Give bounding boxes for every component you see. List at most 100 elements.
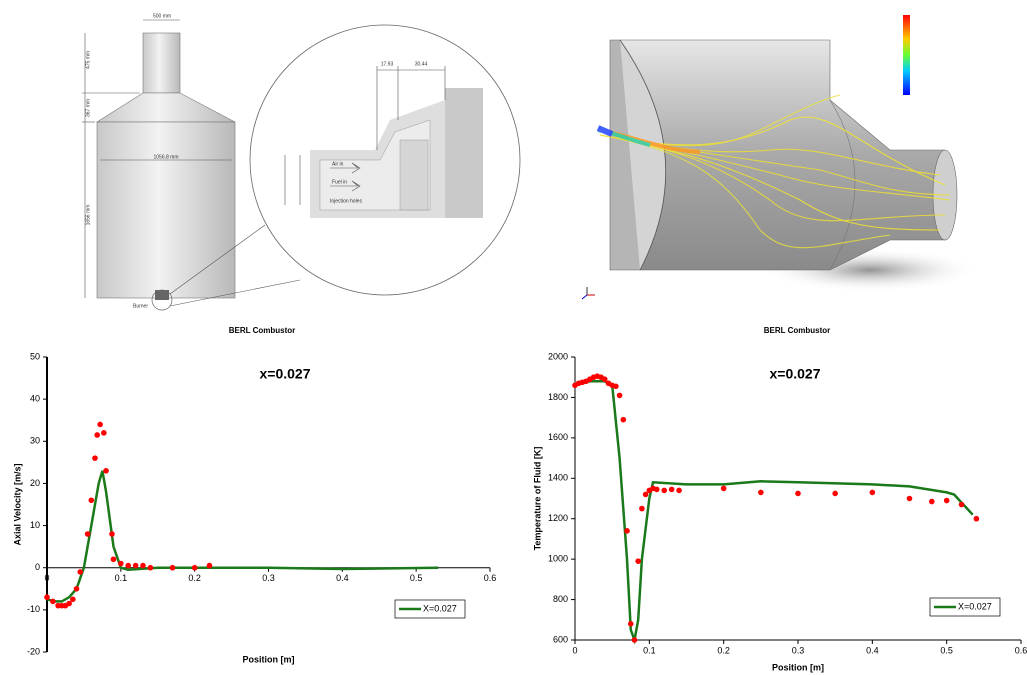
chart-title: x=0.027 bbox=[260, 366, 311, 382]
data-point bbox=[92, 455, 98, 461]
data-point bbox=[624, 528, 630, 534]
data-point bbox=[639, 506, 645, 512]
data-point bbox=[44, 594, 50, 600]
diagram-label: Injection holes bbox=[330, 198, 362, 204]
data-point bbox=[94, 432, 100, 438]
y-tick-label: 1000 bbox=[548, 554, 568, 564]
y-tick-label: -10 bbox=[27, 604, 40, 614]
x-tick-label: 0.1 bbox=[115, 573, 128, 583]
data-point bbox=[140, 563, 146, 569]
x-axis-label: Position [m] bbox=[772, 662, 824, 672]
x-tick-label: 0 bbox=[44, 573, 49, 583]
data-point bbox=[103, 468, 109, 474]
data-point bbox=[50, 599, 56, 605]
dimension-label: 1056.8 mm bbox=[153, 154, 178, 160]
data-point bbox=[170, 565, 176, 571]
diagram-label: Air in bbox=[332, 161, 344, 167]
data-point bbox=[613, 384, 619, 390]
data-point bbox=[85, 531, 91, 537]
data-point bbox=[118, 561, 124, 567]
figure-caption: BERL Combustor bbox=[764, 326, 831, 335]
chart: -20 -10 0 10 20 30 40 50 0 0.1 0.2 0.3 0.4 0.5 0.6 x=0.… bbox=[12, 351, 496, 664]
data-point bbox=[907, 496, 913, 502]
data-point bbox=[669, 487, 675, 493]
y-tick-label: 10 bbox=[30, 520, 40, 530]
data-point bbox=[654, 487, 660, 493]
data-point bbox=[795, 491, 801, 497]
data-point bbox=[959, 502, 965, 508]
dimension-label: Burner bbox=[133, 303, 148, 309]
y-tick-label: 50 bbox=[30, 351, 40, 361]
y-tick-label: 800 bbox=[553, 594, 568, 604]
y-tick-label: 1400 bbox=[548, 473, 568, 483]
data-point bbox=[66, 601, 72, 607]
data-point bbox=[758, 490, 764, 496]
combustor-schematic: 500 mm 475 mm 367 mm 1656 mm 1056.8 mm B… bbox=[82, 13, 520, 335]
data-point bbox=[77, 569, 83, 575]
x-tick-label: 0.4 bbox=[336, 573, 349, 583]
data-point bbox=[676, 488, 682, 494]
data-point bbox=[621, 417, 627, 423]
data-point bbox=[133, 563, 139, 569]
data-point bbox=[944, 498, 950, 504]
y-tick-label: 30 bbox=[30, 436, 40, 446]
y-tick-label: -20 bbox=[27, 646, 40, 656]
diagram-label: Fuel in bbox=[332, 179, 347, 185]
data-point bbox=[832, 491, 838, 497]
y-tick-label: 1800 bbox=[548, 392, 568, 402]
y-tick-label: 0 bbox=[35, 562, 40, 572]
data-point bbox=[101, 430, 107, 436]
data-point bbox=[721, 486, 727, 492]
dimension-label: 367 mm bbox=[85, 99, 91, 117]
data-point bbox=[148, 565, 154, 571]
data-point bbox=[870, 490, 876, 496]
data-point bbox=[192, 565, 198, 571]
dimension-label: 30.44 bbox=[415, 61, 428, 67]
x-tick-label: 0 bbox=[572, 645, 577, 655]
data-point bbox=[89, 497, 95, 503]
data-point bbox=[207, 563, 213, 569]
figure: 500 mm 475 mm 367 mm 1656 mm 1056.8 mm B… bbox=[0, 0, 1027, 675]
data-point bbox=[109, 531, 115, 537]
x-tick-label: 0.5 bbox=[410, 573, 423, 583]
line-series bbox=[47, 471, 438, 602]
data-point bbox=[929, 499, 935, 505]
data-point bbox=[111, 556, 117, 562]
chart-title: x=0.027 bbox=[770, 366, 821, 382]
y-axis-label: Temperature of Fluid [K] bbox=[532, 447, 542, 551]
combustor-render: BERL Combustor bbox=[582, 15, 980, 335]
data-point bbox=[125, 563, 131, 569]
data-point bbox=[635, 558, 641, 564]
data-point bbox=[97, 422, 103, 428]
y-tick-label: 40 bbox=[30, 394, 40, 404]
data-point bbox=[617, 393, 623, 399]
x-tick-label: 0.6 bbox=[1015, 645, 1027, 655]
page: {"figures": [ {"caption": "BERL Combusto… bbox=[0, 0, 1027, 675]
line-series bbox=[575, 381, 973, 640]
x-tick-label: 0.3 bbox=[262, 573, 275, 583]
x-axis-label: Position [m] bbox=[243, 654, 295, 664]
data-point bbox=[70, 597, 76, 603]
x-tick-label: 0.5 bbox=[940, 645, 953, 655]
x-tick-label: 0.1 bbox=[643, 645, 656, 655]
x-tick-label: 0.2 bbox=[717, 645, 730, 655]
data-point bbox=[628, 621, 634, 627]
y-tick-label: 1200 bbox=[548, 513, 568, 523]
data-point bbox=[632, 637, 638, 643]
y-tick-label: 20 bbox=[30, 478, 40, 488]
y-tick-label: 2000 bbox=[548, 351, 568, 361]
figure-caption: BERL Combustor bbox=[229, 326, 296, 335]
data-point bbox=[74, 586, 80, 592]
y-tick-label: 1600 bbox=[548, 432, 568, 442]
chart: 600 800 1000 1200 1400 1600 1800 2000 0 0.1 0.2 0.3… bbox=[532, 351, 1027, 672]
y-tick-label: 600 bbox=[553, 634, 568, 644]
dimension-label: 500 mm bbox=[153, 13, 171, 19]
x-tick-label: 0.2 bbox=[188, 573, 201, 583]
data-point bbox=[974, 516, 980, 522]
x-tick-label: 0.6 bbox=[484, 573, 497, 583]
dimension-label: 475 mm bbox=[85, 51, 91, 69]
data-point bbox=[661, 488, 667, 494]
dimension-label: 17.93 bbox=[381, 61, 394, 67]
dimension-label: 1656 mm bbox=[85, 205, 91, 226]
x-tick-label: 0.3 bbox=[792, 645, 805, 655]
